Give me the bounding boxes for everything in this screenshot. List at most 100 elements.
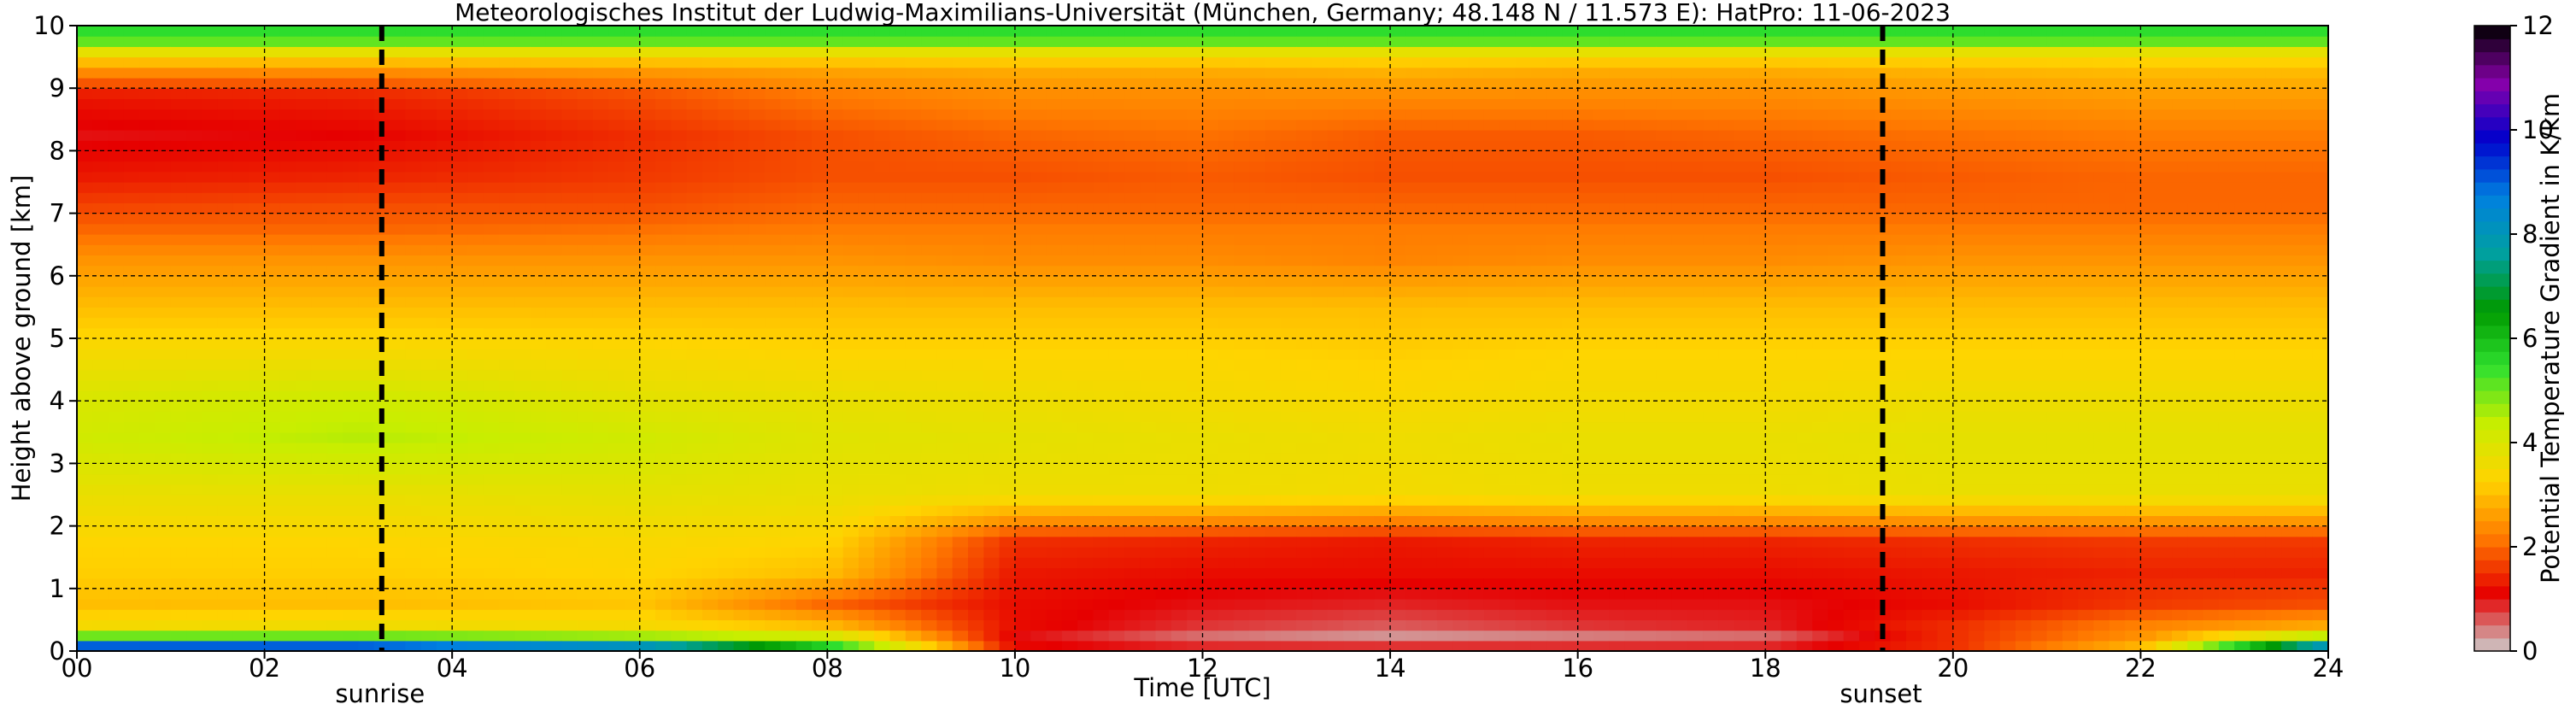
heatmap-cell [1202,244,1219,255]
heatmap-cell [1218,599,1235,610]
heatmap-cell [812,36,828,47]
heatmap-cell [155,255,172,267]
heatmap-cell [139,484,156,496]
heatmap-cell [420,578,437,590]
heatmap-cell [1077,473,1094,485]
heatmap-cell [264,453,281,464]
heatmap-cell [1140,599,1157,610]
heatmap-cell [905,525,922,537]
heatmap-cell [968,202,984,214]
heatmap-cell [1171,421,1188,433]
heatmap-cell [592,619,609,631]
heatmap-cell [1327,98,1344,110]
heatmap-cell [123,431,140,443]
heatmap-cell [514,140,531,151]
heatmap-cell [186,630,202,642]
heatmap-cell [420,140,437,151]
heatmap-cell [170,88,187,99]
heatmap-cell [671,223,688,235]
heatmap-cell [155,640,172,652]
heatmap-cell [983,275,1000,287]
heatmap-cell [1280,78,1297,89]
heatmap-cell [1124,379,1141,391]
heatmap-cell [780,88,797,99]
heatmap-cell [624,619,641,631]
heatmap-cell [592,443,609,454]
heatmap-cell [326,46,343,58]
heatmap-cell [92,296,109,308]
heatmap-cell [1140,317,1157,329]
heatmap-cell [545,505,562,516]
heatmap-cell [123,171,140,183]
heatmap-cell [999,390,1016,402]
heatmap-cell [108,390,125,402]
heatmap-cell [827,421,844,433]
heatmap-cell [530,640,547,652]
heatmap-cell [592,223,609,235]
heatmap-cell [1202,286,1219,297]
heatmap-cell [624,192,641,203]
heatmap-cell [1155,119,1172,131]
heatmap-cell [1218,46,1235,58]
heatmap-cell [1327,349,1344,360]
heatmap-cell [921,234,938,245]
heatmap-cell [1343,640,1360,652]
heatmap-cell [452,255,469,267]
heatmap-cell [1077,244,1094,255]
heatmap-cell [1014,46,1031,58]
heatmap-cell [1187,338,1204,349]
heatmap-cell [296,630,313,642]
heatmap-cell [921,109,938,120]
heatmap-cell [561,130,578,141]
heatmap-cell [655,453,672,464]
heatmap-cell [279,88,296,99]
heatmap-cell [1108,349,1125,360]
heatmap-cell [1202,401,1219,412]
heatmap-cell [1108,317,1125,329]
heatmap-cell [874,88,891,99]
heatmap-cell [530,202,547,214]
heatmap-cell [311,536,328,548]
heatmap-cell [186,78,202,89]
heatmap-cell [420,640,437,652]
heatmap-cell [279,296,296,308]
heatmap-cell [389,26,406,37]
heatmap-cell [765,327,782,339]
heatmap-cell [858,296,875,308]
heatmap-cell [186,98,202,110]
heatmap-cell [1140,401,1157,412]
heatmap-cell [1108,473,1125,485]
heatmap-cell [1140,431,1157,443]
heatmap-cell [1234,182,1250,193]
heatmap-cell [1140,223,1157,235]
heatmap-cell [1296,640,1313,652]
heatmap-cell [311,244,328,255]
heatmap-cell [577,421,594,433]
heatmap-cell [748,109,766,120]
heatmap-cell [1140,453,1157,464]
heatmap-cell [1046,401,1063,412]
heatmap-cell [889,640,907,652]
heatmap-cell [655,317,672,329]
heatmap-cell [405,338,422,349]
heatmap-cell [671,56,688,68]
heatmap-cell [1171,150,1188,162]
heatmap-cell [936,109,954,120]
heatmap-cell [514,338,531,349]
heatmap-cell [983,599,1000,610]
heatmap-cell [780,349,797,360]
heatmap-cell [639,255,656,267]
heatmap-cell [701,588,719,600]
heatmap-cell [608,630,625,642]
heatmap-cell [1108,401,1125,412]
heatmap-cell [405,484,422,496]
heatmap-cell [545,431,562,443]
heatmap-cell [545,161,562,173]
heatmap-cell [858,484,875,496]
heatmap-cell [202,286,219,297]
heatmap-cell [530,369,547,381]
heatmap-cell [296,88,313,99]
heatmap-cell [592,67,609,79]
heatmap-cell [467,67,484,79]
heatmap-cell [186,401,202,412]
